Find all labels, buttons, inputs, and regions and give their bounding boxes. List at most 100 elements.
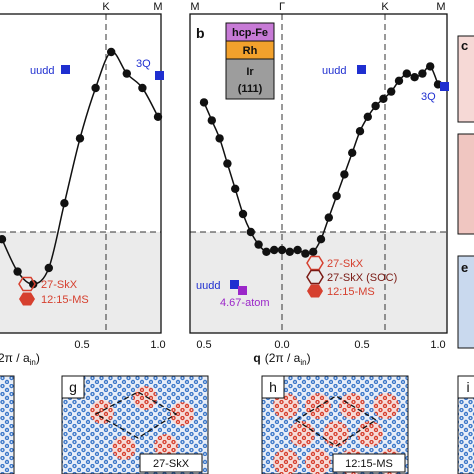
- panel-b-tick-05-right: 0.5: [354, 339, 369, 351]
- panel-e-frame: [457, 255, 474, 349]
- panel-b-data-point: [379, 94, 388, 104]
- panel-b-3q-marker: [440, 82, 449, 91]
- panel-d-frame: [457, 133, 474, 235]
- panel-b-uudd-right-marker: [357, 65, 366, 74]
- right-panel-c: c: [457, 35, 474, 123]
- panel-g-caption-box: [139, 453, 203, 473]
- panel-b-data-point: [348, 148, 357, 157]
- panel-b: b M Γ K M 0.5 0.0 0.5 1.0 q (2π / ain) hc…: [189, 1, 449, 367]
- panel-g-skyrmion: [112, 436, 136, 460]
- panel-i-letter-box: [457, 375, 474, 399]
- panel-b-skx-soc-marker: [306, 269, 324, 285]
- panel-b-data-point: [246, 227, 255, 237]
- panel-a-data-point: [60, 199, 69, 208]
- panel-a-data-point: [107, 47, 116, 57]
- panel-b-3q-label: 3Q: [421, 91, 436, 103]
- panel-b-data-point: [355, 127, 365, 136]
- panel-h-letter: h: [269, 379, 277, 395]
- bottom-panel-i-partial: i: [457, 375, 474, 474]
- panel-g-skyrmion: [133, 386, 157, 410]
- panel-b-data-point: [262, 247, 271, 256]
- panel-b-data-point: [371, 101, 380, 111]
- panel-b-data-point: [363, 112, 372, 122]
- panel-b-data-point: [309, 247, 318, 256]
- panel-b-data-point: [324, 213, 333, 222]
- panel-g-unit-cell: [94, 391, 178, 439]
- panel-i-letter: i: [466, 379, 469, 395]
- bottom-panel-f-partial: [0, 375, 15, 474]
- panel-a-ms-label: 12:15-MS: [41, 294, 89, 306]
- panel-a-top-tick-m: M: [153, 1, 162, 13]
- panel-a-data-point: [0, 235, 7, 244]
- panel-b-data-point: [285, 247, 294, 256]
- panel-a-ms-marker: [19, 292, 35, 306]
- panel-h-unit-cell: [294, 395, 378, 447]
- panel-b-data-point: [410, 73, 419, 82]
- panel-h-letter-box: [261, 375, 285, 399]
- panel-a-xlabel: (2π / ain): [0, 351, 40, 367]
- layer-stack: hcp-Fe Rh Ir (111): [225, 22, 275, 100]
- panel-b-data-point: [199, 98, 209, 107]
- panel-g-caption: 27-SkX: [153, 458, 190, 470]
- panel-b-ms-marker: [307, 284, 323, 298]
- panel-b-top-tick-gamma: Γ: [279, 1, 285, 13]
- panel-a-tick-10: 1.0: [150, 339, 165, 351]
- layer-ir-label: Ir: [246, 66, 254, 78]
- panel-f-frame: [0, 375, 15, 474]
- panel-b-ms-label: 12:15-MS: [327, 286, 375, 298]
- panel-b-skx-soc-label: 27-SkX (SOC): [327, 272, 397, 284]
- panel-b-uudd-left-marker: [230, 280, 239, 289]
- panel-a-shaded-region: [0, 232, 161, 333]
- panel-b-atom-label: 4.67-atom: [220, 297, 270, 309]
- panel-b-data-point: [231, 184, 240, 193]
- panel-b-data-point: [277, 245, 287, 255]
- panel-c-letter: c: [461, 38, 468, 53]
- panel-b-skx-label: 27-SkX: [327, 258, 364, 270]
- layer-rh-label: Rh: [243, 45, 258, 57]
- panel-a-data-point: [153, 112, 163, 122]
- panel-g-skyrmion: [154, 434, 178, 458]
- panel-g-skyrmion: [170, 402, 194, 426]
- panel-a-data-point: [75, 134, 85, 143]
- panel-a-uudd-label: uudd: [30, 65, 54, 77]
- panel-e-letter: e: [461, 260, 468, 275]
- panel-a-data-point: [138, 83, 147, 93]
- panel-b-tick-10: 1.0: [430, 339, 445, 351]
- layer-hcp-fe-label: hcp-Fe: [232, 27, 268, 39]
- panel-h-caption-box: [332, 453, 406, 473]
- panel-a-frame: [0, 13, 162, 334]
- panel-b-letter: b: [196, 25, 205, 41]
- panel-b-tick-00: 0.0: [274, 339, 289, 351]
- panel-b-shaded-region: [190, 232, 447, 333]
- panel-a-skx-label: 27-SkX: [41, 279, 78, 291]
- panel-a-tick-05: 0.5: [74, 339, 89, 351]
- panel-a-top-tick-k: K: [102, 1, 110, 13]
- panel-b-uudd-right-label: uudd: [322, 65, 346, 77]
- panel-a-data-point: [122, 69, 131, 78]
- panel-b-data-point: [270, 245, 279, 255]
- panel-b-data-point: [316, 235, 326, 244]
- panel-a: K M 0.5 1.0 (2π / ain) uudd 3Q 27-SkX 12…: [0, 1, 166, 367]
- layer-111-label: (111): [238, 83, 263, 95]
- panel-b-uudd-left-label: uudd: [196, 280, 220, 292]
- panel-a-data-point: [29, 280, 38, 289]
- right-panel-d: [457, 133, 474, 235]
- panel-a-3q-label: 3Q: [136, 58, 151, 70]
- panel-b-top-tick-k: K: [381, 1, 389, 13]
- panel-c-frame: [457, 35, 474, 123]
- panel-g-letter-box: [61, 375, 85, 399]
- panel-b-data-point: [340, 170, 349, 179]
- panel-b-tick-05-left: 0.5: [196, 339, 211, 351]
- layer-ir: [225, 58, 275, 100]
- panel-b-data-point: [332, 191, 341, 201]
- panel-a-skx-marker: [18, 276, 36, 292]
- panel-b-data-point: [301, 249, 310, 258]
- panel-b-xlabel: q (2π / ain): [253, 351, 310, 367]
- panel-a-data-point: [44, 263, 53, 273]
- bottom-panel-g: g 27-SkX: [61, 375, 209, 474]
- panel-b-data-point: [418, 69, 427, 78]
- bottom-panel-h: h 12:15-MS: [261, 375, 409, 474]
- panel-b-data-point: [402, 69, 411, 78]
- panel-b-data-point: [207, 116, 216, 125]
